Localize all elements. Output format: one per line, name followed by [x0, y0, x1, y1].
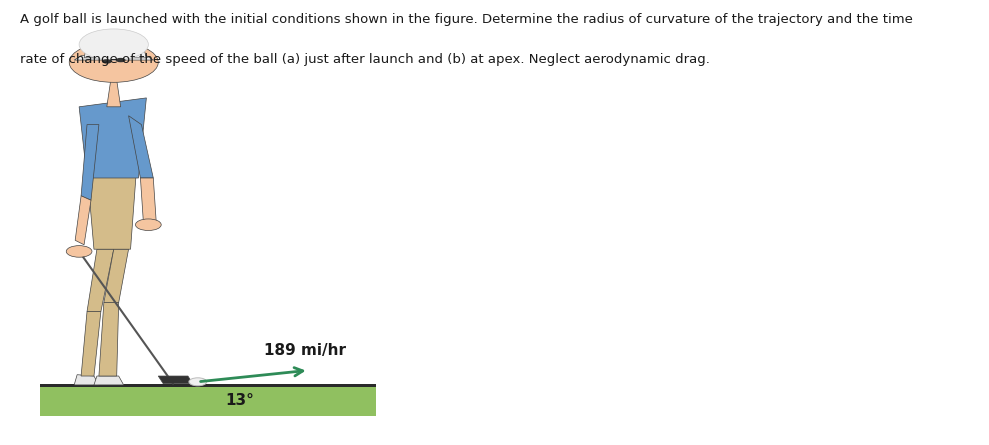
Polygon shape — [74, 56, 153, 60]
Bar — [40, 384, 376, 387]
Polygon shape — [75, 196, 91, 245]
Bar — [40, 387, 376, 416]
Text: 189 mi/hr: 189 mi/hr — [264, 343, 346, 358]
Polygon shape — [140, 178, 156, 222]
Text: rate of change of the speed of the ball (a) just after launch and (b) at apex. N: rate of change of the speed of the ball … — [20, 53, 710, 66]
Polygon shape — [129, 116, 153, 178]
Polygon shape — [87, 249, 114, 312]
Text: 13°: 13° — [225, 393, 254, 408]
Polygon shape — [79, 98, 146, 178]
Polygon shape — [158, 376, 193, 384]
Polygon shape — [81, 312, 101, 376]
Text: A golf ball is launched with the initial conditions shown in the figure. Determi: A golf ball is launched with the initial… — [20, 13, 913, 26]
Polygon shape — [81, 125, 99, 200]
Circle shape — [66, 246, 92, 257]
Circle shape — [189, 378, 207, 386]
Polygon shape — [99, 303, 119, 376]
Circle shape — [79, 29, 148, 60]
Polygon shape — [84, 36, 146, 58]
Polygon shape — [107, 80, 121, 107]
Polygon shape — [94, 376, 124, 385]
Circle shape — [135, 219, 161, 231]
Polygon shape — [74, 375, 99, 385]
Circle shape — [116, 58, 126, 62]
Polygon shape — [104, 249, 129, 303]
Circle shape — [102, 59, 112, 64]
Polygon shape — [87, 169, 136, 249]
Circle shape — [69, 42, 158, 82]
